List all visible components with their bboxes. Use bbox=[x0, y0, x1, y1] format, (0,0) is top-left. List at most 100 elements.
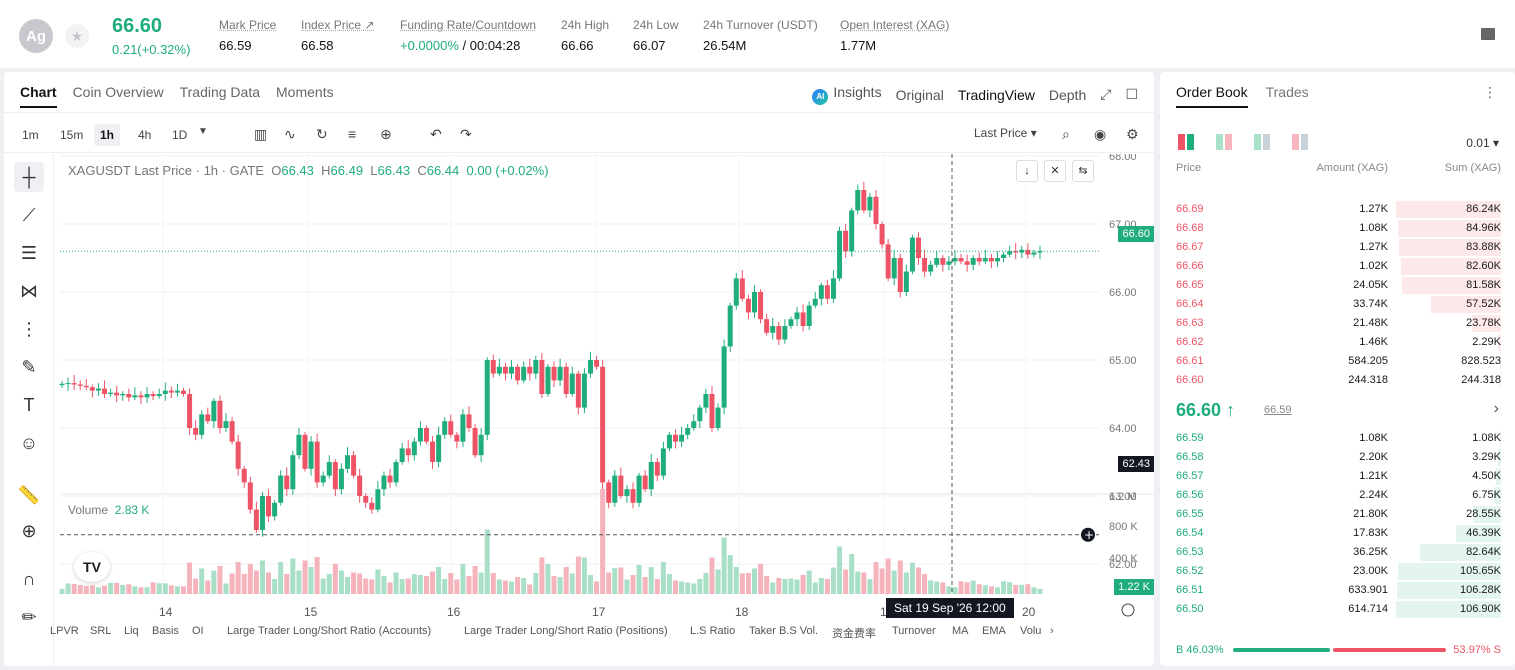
indicator-6[interactable]: Large Trader Long/Short Ratio (Positions… bbox=[464, 625, 668, 637]
ruler-icon[interactable]: 📏 bbox=[17, 485, 41, 505]
magnet-icon[interactable]: ∩ bbox=[22, 569, 36, 589]
candle-type-icon[interactable]: ▥ bbox=[254, 126, 268, 142]
indicator-11[interactable]: MA bbox=[952, 625, 969, 637]
tab-moments[interactable]: Moments bbox=[276, 84, 334, 100]
text-icon[interactable]: T bbox=[23, 395, 35, 415]
tf-1d[interactable]: 1D bbox=[172, 128, 188, 142]
bid-row[interactable]: 66.57 1.21K 4.50K bbox=[1160, 467, 1515, 486]
ask-row[interactable]: 66.64 33.74K 57.52K bbox=[1160, 295, 1515, 314]
horizontal-lines-icon[interactable]: ☰ bbox=[20, 243, 38, 263]
ask-row[interactable]: 66.63 21.48K 23.78K bbox=[1160, 314, 1515, 333]
expand-icon[interactable]: ⤢ bbox=[1100, 86, 1112, 102]
pattern-icon[interactable]: ⋈ bbox=[20, 281, 38, 301]
fib-icon[interactable]: ⋮ bbox=[20, 319, 38, 339]
search-icon[interactable]: ⌕ bbox=[1062, 126, 1070, 142]
emoji-icon[interactable]: ☺ bbox=[19, 433, 39, 453]
indicator-1[interactable]: SRL bbox=[90, 625, 112, 637]
vol-tick-label: 400 K bbox=[1109, 553, 1138, 565]
add-indicator-icon[interactable]: ⊕ bbox=[380, 126, 392, 142]
more-icon[interactable]: ⋮ bbox=[1483, 84, 1497, 100]
undo-icon[interactable]: ↶ bbox=[430, 126, 442, 142]
indicator-10[interactable]: Turnover bbox=[892, 625, 936, 637]
bid-row[interactable]: 66.51 633.901 106.28K bbox=[1160, 581, 1515, 600]
view-original[interactable]: Original bbox=[895, 86, 944, 103]
bid-row[interactable]: 66.58 2.20K 3.29K bbox=[1160, 448, 1515, 467]
tab-chart[interactable]: Chart bbox=[20, 84, 57, 108]
bid-row[interactable]: 66.59 1.08K 1.08K bbox=[1160, 429, 1515, 448]
mode-asks-icon[interactable] bbox=[1292, 134, 1308, 150]
tf-4h[interactable]: 4h bbox=[138, 128, 152, 142]
replay-icon[interactable]: ↻ bbox=[316, 126, 328, 142]
trend-line-icon[interactable]: ⟋ bbox=[22, 205, 36, 225]
indicator-4[interactable]: OI bbox=[192, 625, 204, 637]
indicator-13[interactable]: Volu bbox=[1020, 625, 1042, 637]
indicator-8[interactable]: Taker B.S Vol. bbox=[749, 625, 819, 637]
swap-icon[interactable]: ⇆ bbox=[1072, 160, 1094, 182]
mode-bid-ask-icon[interactable] bbox=[1216, 134, 1232, 150]
volume-bar bbox=[636, 565, 642, 594]
insights-button[interactable]: AI Insights bbox=[812, 84, 882, 105]
chevron-right-icon[interactable]: › bbox=[1493, 400, 1499, 417]
candle-body bbox=[405, 448, 411, 456]
bid-row[interactable]: 66.56 2.24K 6.75K bbox=[1160, 486, 1515, 505]
bid-row[interactable]: 66.54 17.83K 46.39K bbox=[1160, 524, 1515, 543]
buy-ratio-bar bbox=[1233, 648, 1330, 652]
bid-row[interactable]: 66.50 614.714 106.90K bbox=[1160, 600, 1515, 619]
stat-index-price[interactable]: Index Price ↗ 66.58 bbox=[301, 18, 375, 53]
camera-icon[interactable]: ◉ bbox=[1094, 126, 1107, 142]
tradingview-logo[interactable]: TV bbox=[74, 552, 110, 582]
tf-1m[interactable]: 1m bbox=[22, 128, 39, 142]
redo-icon[interactable]: ↷ bbox=[460, 126, 472, 142]
template-icon[interactable]: ≡ bbox=[348, 126, 357, 142]
tab-trades[interactable]: Trades bbox=[1265, 84, 1309, 100]
volume-bar bbox=[393, 572, 399, 594]
favorite-star-icon[interactable]: ★ bbox=[65, 24, 89, 48]
volume-bar bbox=[721, 537, 727, 594]
bid-row[interactable]: 66.52 23.00K 105.65K bbox=[1160, 562, 1515, 581]
view-depth[interactable]: Depth bbox=[1048, 86, 1087, 103]
chevron-down-icon[interactable]: ▼ bbox=[198, 126, 208, 137]
indicator-5[interactable]: Large Trader Long/Short Ratio (Accounts) bbox=[227, 625, 432, 637]
chevron-right-icon[interactable]: › bbox=[1050, 625, 1054, 637]
indicator-icon[interactable]: ∿ bbox=[284, 126, 296, 142]
brush-icon[interactable]: ✎ bbox=[21, 357, 37, 377]
crosshair-price-label: 62.43 bbox=[1118, 456, 1154, 472]
indicator-7[interactable]: L.S Ratio bbox=[690, 625, 736, 637]
bid-row[interactable]: 66.53 36.25K 82.64K bbox=[1160, 543, 1515, 562]
gear-icon[interactable]: ⚙ bbox=[1126, 126, 1139, 142]
ask-row[interactable]: 66.60 244.318 244.318 bbox=[1160, 371, 1515, 390]
view-tradingview[interactable]: TradingView bbox=[957, 86, 1035, 103]
indicator-2[interactable]: Liq bbox=[124, 625, 139, 637]
price-source-select[interactable]: Last Price ▾ bbox=[974, 126, 1037, 140]
ask-row[interactable]: 66.67 1.27K 83.88K bbox=[1160, 238, 1515, 257]
mode-both-icon[interactable] bbox=[1178, 134, 1194, 150]
mode-bids-icon[interactable] bbox=[1254, 134, 1270, 150]
precision-select[interactable]: 0.01 ▾ bbox=[1466, 136, 1499, 150]
bid-row[interactable]: 66.55 21.80K 28.55K bbox=[1160, 505, 1515, 524]
ask-row[interactable]: 66.69 1.27K 86.24K bbox=[1160, 200, 1515, 219]
collapse-icon[interactable]: ✕ bbox=[1044, 160, 1066, 182]
row-amount: 36.25K bbox=[1353, 546, 1388, 558]
pencil-icon[interactable]: ✏ bbox=[21, 607, 37, 627]
indicator-3[interactable]: Basis bbox=[152, 625, 179, 637]
ask-row[interactable]: 66.65 24.05K 81.58K bbox=[1160, 276, 1515, 295]
indicator-9[interactable]: 资金费率 bbox=[832, 628, 876, 640]
tab-coin-overview[interactable]: Coin Overview bbox=[72, 84, 164, 100]
zoom-icon[interactable]: ⊕ bbox=[21, 521, 37, 541]
volume-bar bbox=[794, 579, 800, 594]
tf-15m[interactable]: 15m bbox=[60, 128, 84, 142]
tab-trading-data[interactable]: Trading Data bbox=[179, 84, 261, 100]
indicator-0[interactable]: LPVR bbox=[50, 625, 79, 637]
crosshair-icon[interactable]: ┼ bbox=[14, 162, 44, 192]
ask-row[interactable]: 66.62 1.46K 2.29K bbox=[1160, 333, 1515, 352]
ask-row[interactable]: 66.68 1.08K 84.96K bbox=[1160, 219, 1515, 238]
indicator-12[interactable]: EMA bbox=[982, 625, 1006, 637]
book-icon[interactable] bbox=[1481, 28, 1495, 40]
arrow-down-icon[interactable]: ↓ bbox=[1016, 160, 1038, 182]
ask-row[interactable]: 66.61 584.205 828.523 bbox=[1160, 352, 1515, 371]
ask-row[interactable]: 66.66 1.02K 82.60K bbox=[1160, 257, 1515, 276]
tf-1h[interactable]: 1h bbox=[94, 124, 121, 146]
tab-order-book[interactable]: Order Book bbox=[1176, 84, 1248, 108]
window-icon[interactable]: ☐ bbox=[1125, 86, 1138, 102]
